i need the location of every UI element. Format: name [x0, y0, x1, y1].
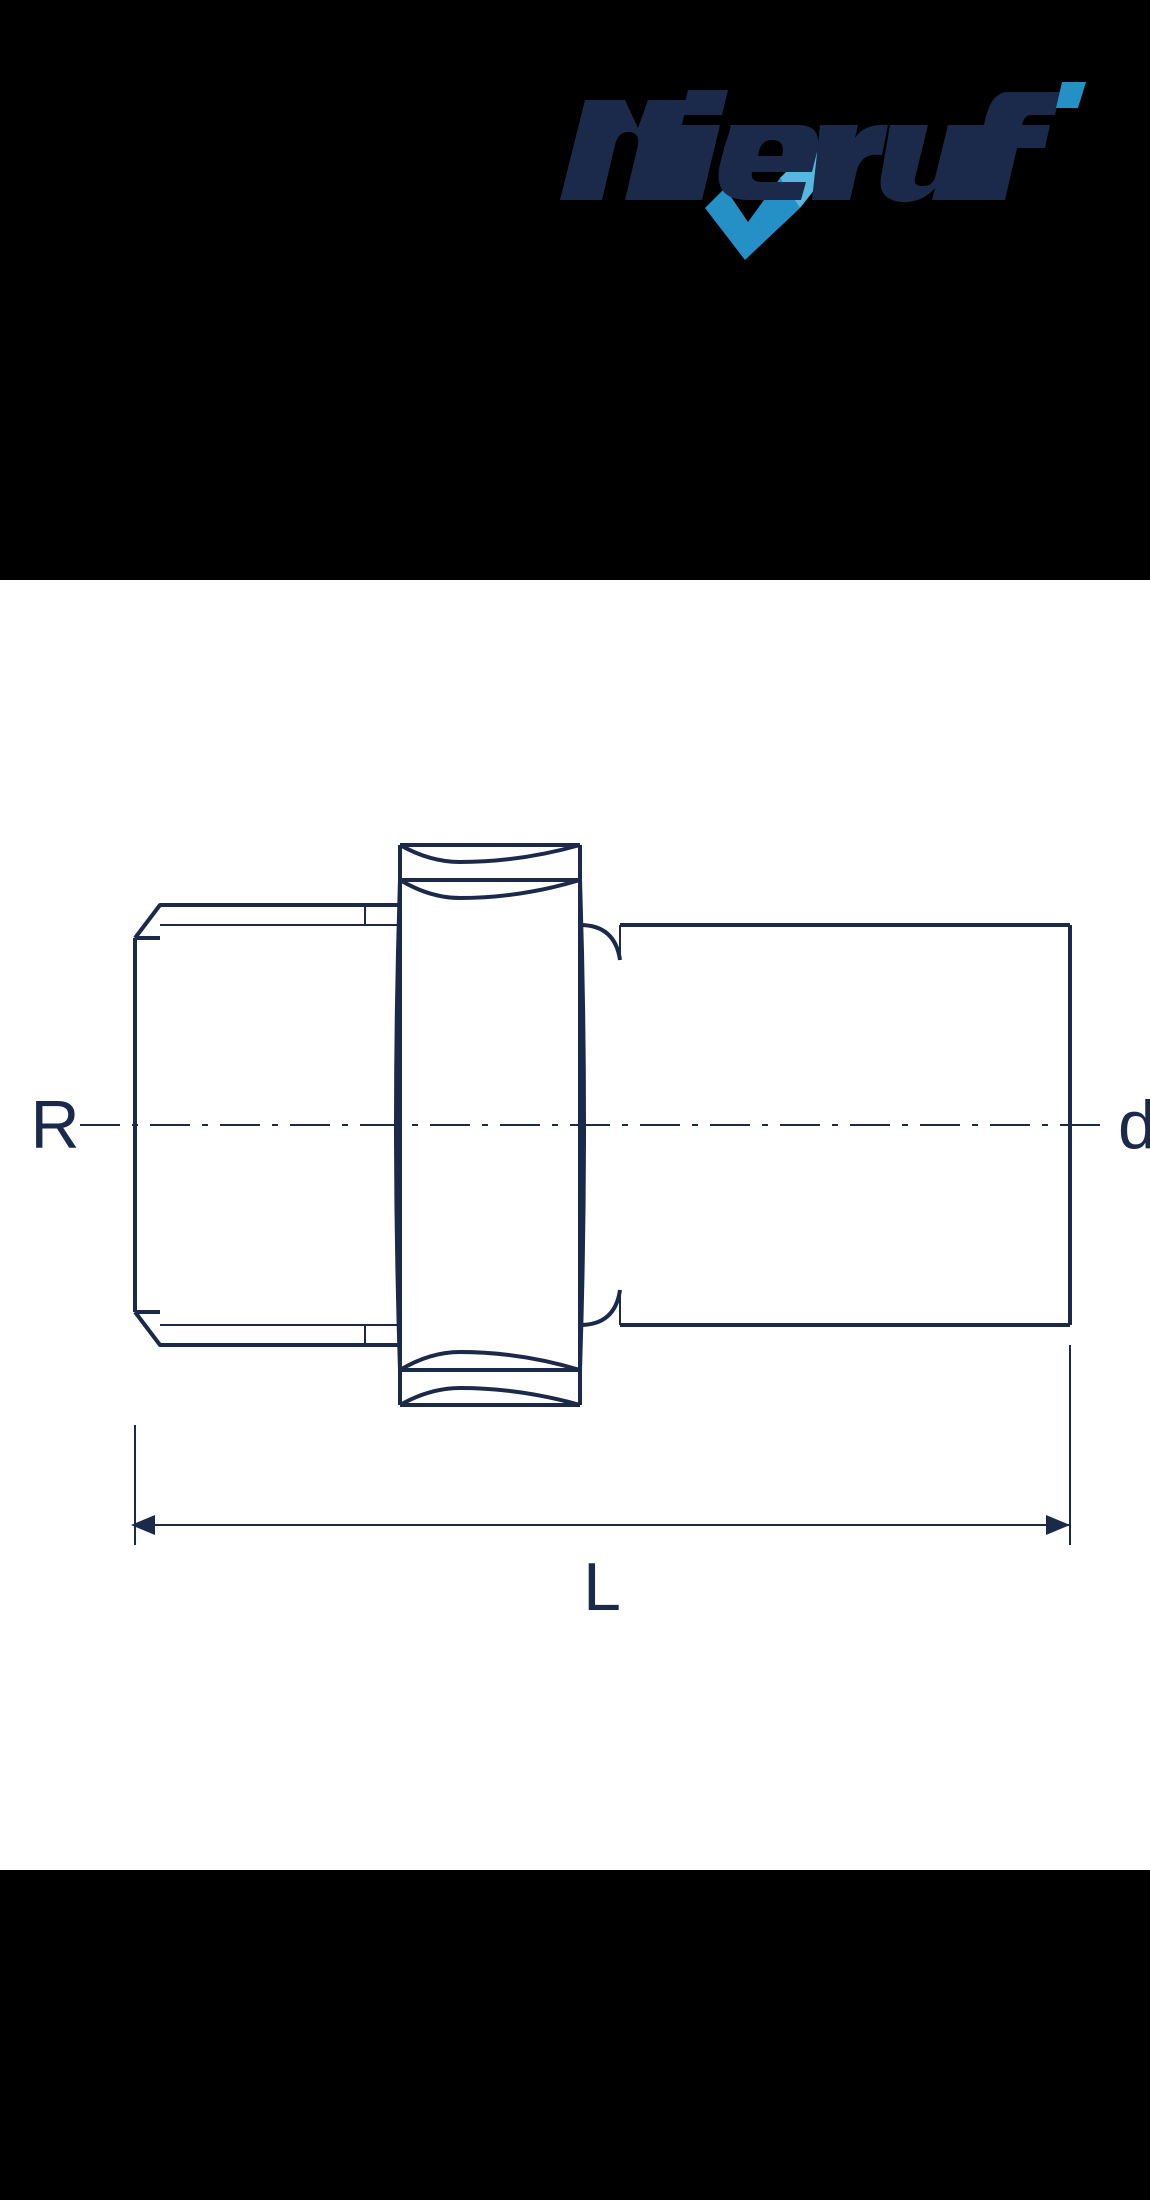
logo-wordmark	[560, 82, 1086, 202]
dimension-L	[135, 1345, 1070, 1545]
label-d: d	[1118, 1087, 1150, 1163]
label-L: L	[583, 1549, 621, 1625]
brand-logo	[530, 60, 1090, 280]
label-R: R	[30, 1087, 79, 1163]
technical-drawing: L R d	[0, 580, 1150, 1870]
